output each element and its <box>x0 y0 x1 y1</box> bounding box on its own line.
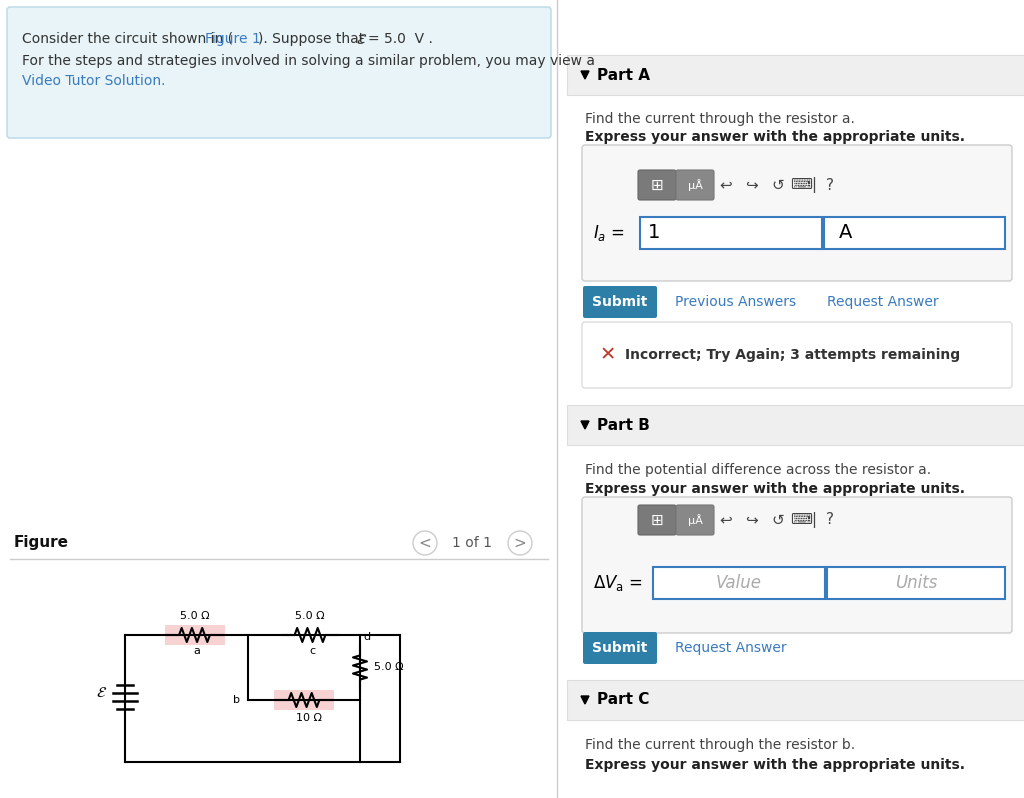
Polygon shape <box>581 696 589 704</box>
Text: Figure: Figure <box>14 535 69 551</box>
Text: ↺: ↺ <box>772 512 784 527</box>
Text: ↺: ↺ <box>772 177 784 192</box>
Text: ?: ? <box>826 177 834 192</box>
Text: = 5.0  V .: = 5.0 V . <box>368 32 433 46</box>
Text: ⊞: ⊞ <box>650 512 664 527</box>
Text: >: > <box>514 535 526 551</box>
Bar <box>567 55 1024 95</box>
FancyBboxPatch shape <box>582 322 1012 388</box>
Text: A: A <box>839 223 852 243</box>
Text: 5.0 Ω: 5.0 Ω <box>295 611 325 621</box>
Text: Figure 1: Figure 1 <box>205 32 261 46</box>
Text: ✕: ✕ <box>600 346 616 365</box>
Circle shape <box>508 531 532 555</box>
FancyBboxPatch shape <box>165 625 224 645</box>
Text: <: < <box>419 535 431 551</box>
Text: Express your answer with the appropriate units.: Express your answer with the appropriate… <box>585 130 965 144</box>
Polygon shape <box>581 421 589 429</box>
Text: ⌨|: ⌨| <box>791 177 817 193</box>
Bar <box>824 217 1005 249</box>
Text: ). Suppose that: ). Suppose that <box>258 32 369 46</box>
Text: $\mathcal{E}$: $\mathcal{E}$ <box>356 32 368 47</box>
Bar <box>567 405 1024 445</box>
FancyBboxPatch shape <box>638 170 676 200</box>
Text: Express your answer with the appropriate units.: Express your answer with the appropriate… <box>585 482 965 496</box>
FancyBboxPatch shape <box>582 497 1012 633</box>
Text: Part B: Part B <box>597 417 650 433</box>
Text: Consider the circuit shown in (: Consider the circuit shown in ( <box>22 32 233 46</box>
Text: Units: Units <box>895 574 937 592</box>
Text: Part C: Part C <box>597 693 649 708</box>
Text: For the steps and strategies involved in solving a similar problem, you may view: For the steps and strategies involved in… <box>22 54 595 68</box>
Text: Video Tutor Solution.: Video Tutor Solution. <box>22 74 166 88</box>
FancyBboxPatch shape <box>676 170 714 200</box>
Text: Request Answer: Request Answer <box>827 295 939 309</box>
Text: a: a <box>194 646 200 656</box>
FancyBboxPatch shape <box>583 286 657 318</box>
Text: d: d <box>362 631 370 642</box>
FancyBboxPatch shape <box>676 505 714 535</box>
Text: Find the current through the resistor b.: Find the current through the resistor b. <box>585 738 855 752</box>
Text: Request Answer: Request Answer <box>675 641 786 655</box>
Text: Find the current through the resistor a.: Find the current through the resistor a. <box>585 112 855 126</box>
FancyBboxPatch shape <box>582 145 1012 281</box>
Text: 1 of 1: 1 of 1 <box>453 536 493 550</box>
Text: 1: 1 <box>648 223 660 243</box>
Text: Incorrect; Try Again; 3 attempts remaining: Incorrect; Try Again; 3 attempts remaini… <box>625 348 961 362</box>
Text: ?: ? <box>826 512 834 527</box>
Text: ↪: ↪ <box>745 512 759 527</box>
Text: b: b <box>233 695 240 705</box>
Text: 5.0 Ω: 5.0 Ω <box>179 611 209 621</box>
FancyBboxPatch shape <box>274 690 334 710</box>
Text: $\mathcal{E}$: $\mathcal{E}$ <box>96 685 106 700</box>
Text: Part A: Part A <box>597 68 650 82</box>
Circle shape <box>413 531 437 555</box>
Bar <box>827 567 1005 599</box>
Text: $I_a$ =: $I_a$ = <box>593 223 625 243</box>
Text: Submit: Submit <box>592 295 648 309</box>
Text: ⊞: ⊞ <box>650 177 664 192</box>
Bar <box>653 567 825 599</box>
Text: c: c <box>309 646 315 656</box>
Text: 10 Ω: 10 Ω <box>296 713 322 723</box>
Text: ↪: ↪ <box>745 177 759 192</box>
Text: μÅ: μÅ <box>687 179 702 191</box>
FancyBboxPatch shape <box>7 7 551 138</box>
Text: Submit: Submit <box>592 641 648 655</box>
Text: Value: Value <box>716 574 762 592</box>
Text: Express your answer with the appropriate units.: Express your answer with the appropriate… <box>585 758 965 772</box>
Text: ↩: ↩ <box>720 512 732 527</box>
Text: 5.0 Ω: 5.0 Ω <box>374 662 403 673</box>
Text: $\Delta V_{\rm a}$ =: $\Delta V_{\rm a}$ = <box>593 573 643 593</box>
Polygon shape <box>581 71 589 79</box>
Text: ↩: ↩ <box>720 177 732 192</box>
FancyBboxPatch shape <box>638 505 676 535</box>
FancyBboxPatch shape <box>583 632 657 664</box>
Text: Previous Answers: Previous Answers <box>675 295 796 309</box>
Text: Find the potential difference across the resistor a.: Find the potential difference across the… <box>585 463 931 477</box>
Bar <box>640 217 822 249</box>
Text: μÅ: μÅ <box>687 514 702 526</box>
Text: ⌨|: ⌨| <box>791 512 817 528</box>
Bar <box>567 680 1024 720</box>
